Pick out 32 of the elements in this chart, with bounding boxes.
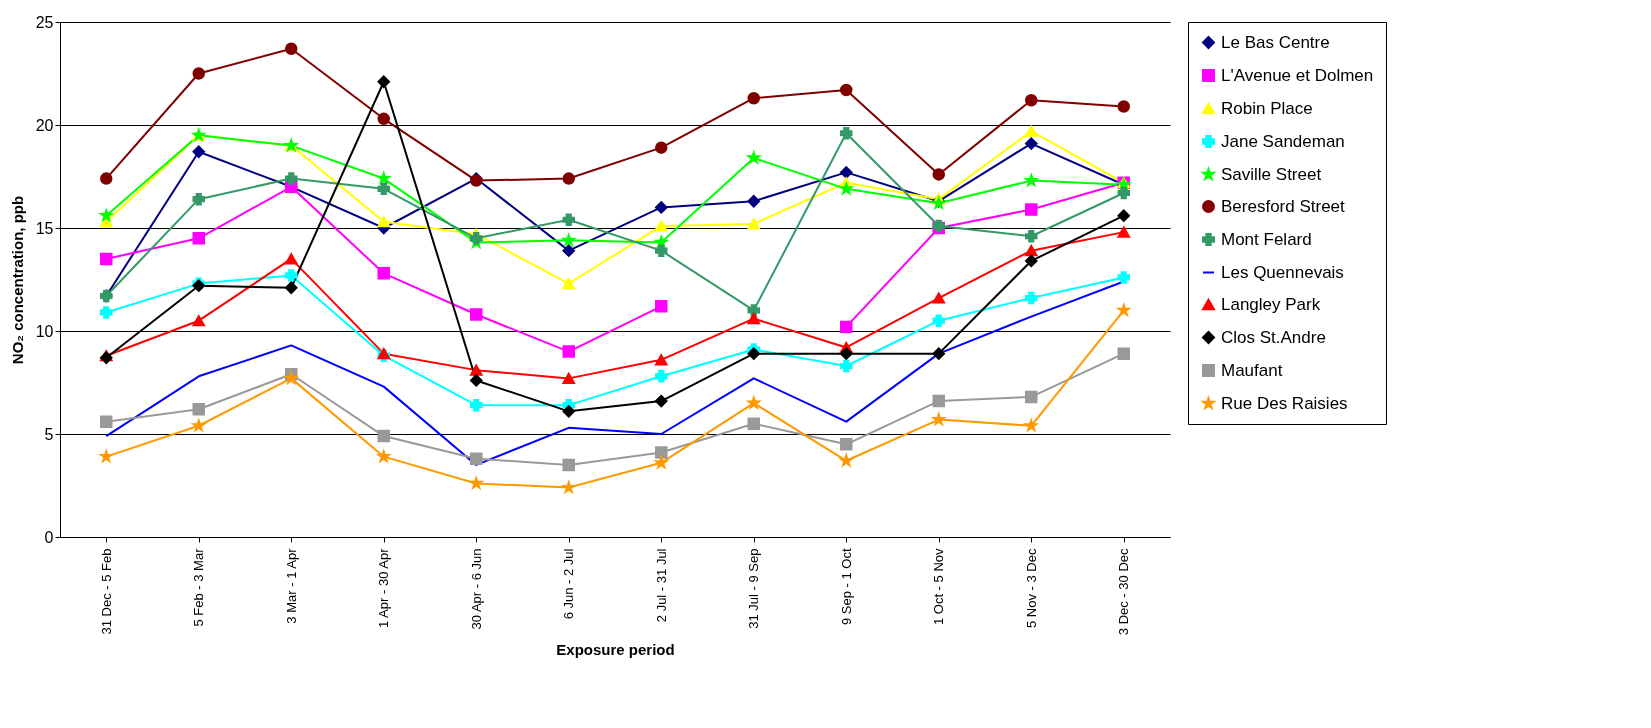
x-axis-title: Exposure period — [556, 641, 675, 659]
x-tick-label: 31 Dec - 5 Feb — [98, 548, 114, 635]
legend-label: Rue Des Raisies — [1221, 393, 1348, 413]
y-tick-label: 15 — [35, 219, 54, 237]
y-tick-label: 25 — [35, 13, 54, 31]
x-tick-label: 3 Dec - 30 Dec — [1116, 548, 1132, 636]
legend-label: Jane Sandeman — [1221, 131, 1345, 151]
legend-label: Saville Street — [1221, 164, 1322, 184]
legend-label: Clos St.Andre — [1221, 327, 1326, 347]
x-tick-label: 3 Mar - 1 Apr — [283, 547, 299, 624]
legend-label: Maufant — [1221, 360, 1283, 380]
legend-label: Langley Park — [1221, 294, 1321, 314]
x-tick-label: 5 Feb - 3 Mar — [191, 547, 207, 627]
y-tick-label: 20 — [35, 116, 54, 134]
x-tick-label: 30 Apr - 6 Jun — [468, 548, 484, 630]
x-tick-label: 31 Jul - 9 Sep — [746, 548, 762, 629]
y-tick-label: 10 — [35, 322, 54, 340]
legend-label: Mont Felard — [1221, 229, 1312, 249]
legend-label: Les Quennevais — [1221, 262, 1344, 282]
x-tick-label: 9 Sep - 1 Oct — [838, 548, 854, 626]
legend-label: L'Avenue et Dolmen — [1221, 65, 1374, 85]
x-tick-label: 6 Jun - 2 Jul — [561, 548, 577, 620]
y-tick-label: 0 — [44, 528, 54, 546]
x-tick-label: 1 Oct - 5 Nov — [931, 548, 947, 626]
legend-label: Beresford Street — [1221, 196, 1346, 216]
legend-label: Robin Place — [1221, 98, 1313, 118]
legend-label: Le Bas Centre — [1221, 32, 1330, 52]
y-axis-title: NO₂ concentration, ppb — [8, 195, 26, 365]
x-tick-label: 2 Jul - 31 Jul — [653, 548, 669, 623]
x-tick-label: 1 Apr - 30 Apr — [376, 547, 392, 628]
y-tick-label: 5 — [44, 425, 54, 443]
x-tick-label: 5 Nov - 3 Dec — [1023, 548, 1039, 628]
